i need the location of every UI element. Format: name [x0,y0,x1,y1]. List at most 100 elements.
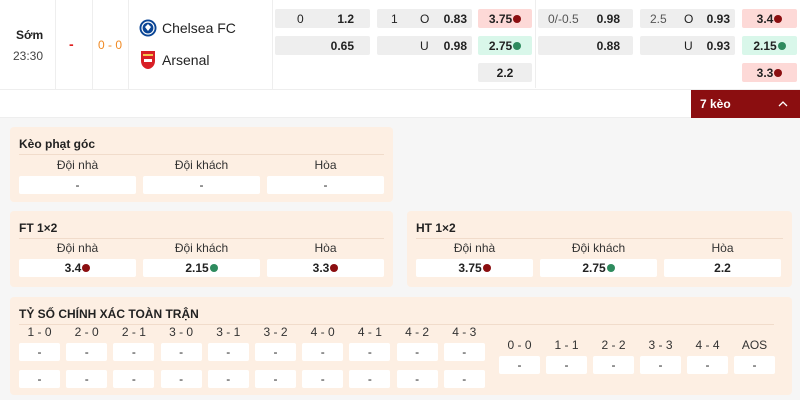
score-home-odds[interactable]: - [255,343,296,361]
ou-line: 2.5 [650,11,667,26]
odds-value: 0.88 [596,38,620,53]
odds-value: 3.3 [756,65,774,80]
draw-score-odds[interactable]: - [546,356,587,374]
h1-hdp-home[interactable]: 0/-0.5 0.98 [538,9,633,28]
ft-draw-odds[interactable]: 3.3 [267,259,384,277]
ht-1x2-panel: HT 1×2 Đội nhà Đội khách Hòa 3.75 2.75 2… [407,211,792,287]
score-label: 4 - 3 [452,325,477,339]
label-home: Đội nhà [453,241,496,255]
score-away-odds[interactable]: - [396,370,438,388]
divider [416,238,783,239]
match-status: Sớm [16,28,44,42]
draw-score-odds[interactable]: - [499,356,540,374]
score-away-odds[interactable]: - [19,370,60,388]
odds-value: 0.98 [443,38,467,53]
h1-ou-over[interactable]: 2.5 O 0.93 [640,9,735,28]
score-home-odds[interactable]: - [302,343,344,361]
hdp-line: 0 [297,11,304,26]
score-home-odds[interactable]: - [396,343,438,361]
score-away-odds[interactable]: - [66,370,108,388]
score-away-odds[interactable]: - [349,370,391,388]
ft-away-odds[interactable]: 2.15 [143,259,260,277]
ou-line: 1 [391,11,398,26]
more-odds-label: 7 kèo [700,97,731,111]
chelsea-crest-icon [139,19,157,37]
draw-score-label: 2 - 2 [601,338,626,352]
odds-value: 0.65 [330,38,354,53]
corner-away-odds[interactable]: - [143,176,260,194]
h1-1x2-home[interactable]: 3.4 [742,9,797,28]
ft-home-odds[interactable]: 3.4 [19,259,136,277]
panel-title: HT 1×2 [416,221,456,235]
draw-score-odds[interactable]: - [593,356,634,374]
odds-value: 3.75 [488,11,513,26]
ft-1x2-home[interactable]: 3.75 [478,9,532,28]
label-away: Đội khách [174,158,229,172]
corner-draw-odds[interactable]: - [267,176,384,194]
draw-score-label: AOS [741,338,768,352]
ft-hdp-home[interactable]: 0 1.2 [275,9,370,28]
up-dot-icon [209,264,218,272]
label-home: Đội nhà [56,158,99,172]
h1-hdp-away[interactable]: 0.88 [538,36,633,55]
away-team[interactable]: Arsenal [162,52,210,68]
score-label: 3 - 0 [169,325,194,339]
ft-ou-over[interactable]: 1 O 0.83 [377,9,472,28]
odds-value: 2.2 [496,65,514,80]
score-away-odds[interactable]: - [443,370,485,388]
draw-score-odds[interactable]: - [734,356,775,374]
ou-label: O [420,11,430,26]
score-home-odds[interactable]: - [349,343,391,361]
down-dot-icon [513,14,522,23]
odds-value: 2.2 [714,261,731,275]
score-label: 4 - 1 [357,325,382,339]
score-label: 1 - 0 [27,325,52,339]
ht-away-odds[interactable]: 2.75 [540,259,657,277]
match-score: 0 - 0 [98,38,123,52]
ft-hdp-away[interactable]: 0.65 [275,36,370,55]
score-home-odds[interactable]: - [160,343,202,361]
odds-value: 3.3 [312,261,330,275]
score-home-odds[interactable]: - [443,343,485,361]
score-home-odds[interactable]: - [19,343,60,361]
ft-1x2-away[interactable]: 2.75 [478,36,532,55]
label-draw: Hòa [711,241,734,255]
score-home-odds[interactable]: - [113,343,155,361]
home-team[interactable]: Chelsea FC [162,20,236,36]
h1-1x2-draw[interactable]: 3.3 [742,63,797,82]
divider [19,324,774,325]
score-home-odds[interactable]: - [207,343,249,361]
draw-score-odds[interactable]: - [687,356,728,374]
label-draw: Hòa [314,158,337,172]
divider [128,0,129,90]
ft-ou-under[interactable]: U 0.98 [377,36,472,55]
ht-home-odds[interactable]: 3.75 [416,259,533,277]
down-dot-icon [330,264,339,272]
up-dot-icon [606,264,615,272]
odds-value: 3.4 [64,261,82,275]
score-away-odds[interactable]: - [302,370,344,388]
ou-label: O [684,11,694,26]
correct-score-panel: TỶ SỐ CHÍNH XÁC TOÀN TRẬN 1 - 0--2 - 0--… [10,297,792,395]
score-away-odds[interactable]: - [113,370,155,388]
score-away-odds[interactable]: - [207,370,249,388]
chevron-up-icon [778,101,788,107]
h1-1x2-away[interactable]: 2.15 [742,36,797,55]
score-away-odds[interactable]: - [160,370,202,388]
corner-panel: Kèo phạt góc Đội nhà Đội khách Hòa - - - [10,127,393,202]
odds-value: 0.93 [706,11,730,26]
odds-value: 0.93 [706,38,730,53]
ht-draw-odds[interactable]: 2.2 [664,259,781,277]
up-dot-icon [777,41,786,50]
label-away: Đội khách [571,241,626,255]
divider [272,0,273,90]
ft-1x2-draw[interactable]: 2.2 [478,63,532,82]
draw-score-odds[interactable]: - [640,356,681,374]
score-home-odds[interactable]: - [66,343,108,361]
odds-value: 2.75 [582,261,606,275]
corner-home-odds[interactable]: - [19,176,136,194]
h1-ou-under[interactable]: U 0.93 [640,36,735,55]
score-away-odds[interactable]: - [255,370,296,388]
more-odds-button[interactable]: 7 kèo [691,90,800,118]
down-dot-icon [774,14,783,23]
